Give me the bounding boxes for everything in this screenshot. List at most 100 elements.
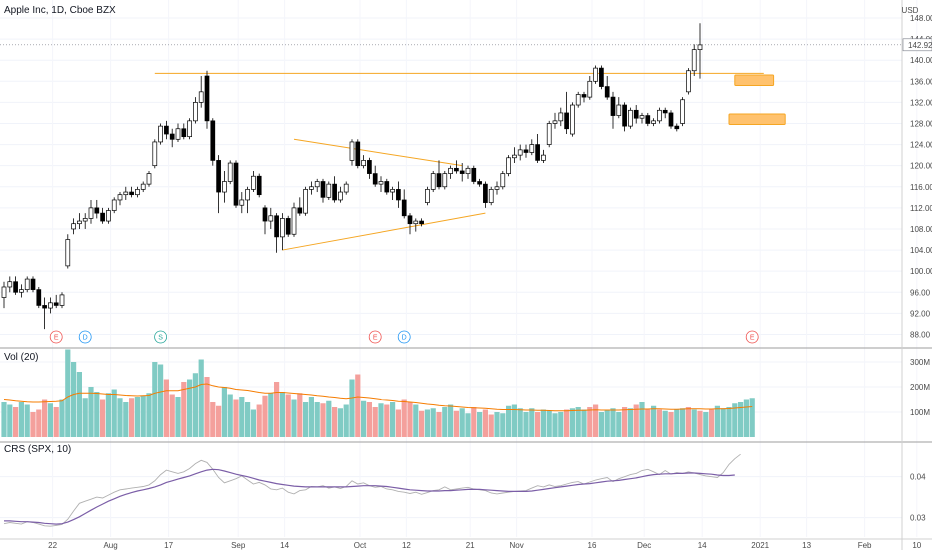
volume-bar [685,407,691,437]
volume-bar [471,407,477,437]
candle-body [19,289,24,293]
volume-bar [175,397,181,437]
volume-bar [100,399,106,437]
volume-bar [82,398,88,437]
event-marker[interactable] [49,330,63,344]
candle-body [517,149,523,156]
candle-body [53,302,59,306]
candle-body [372,173,378,185]
candle-body [477,181,482,185]
candle-body [541,154,546,161]
volume-bar [349,379,355,437]
candle-body [140,183,146,190]
volume-bar [13,407,19,437]
candle-body [30,278,36,290]
candle-body [193,102,198,122]
volume-bar [361,400,367,437]
volume-bar [285,394,291,437]
event-marker-letter: D [83,335,88,342]
event-marker[interactable] [397,330,411,344]
volume-bar [268,393,274,437]
volume-bar [726,407,732,437]
volume-bar [680,408,686,437]
candle-body [367,160,372,174]
price-tick-label: 120.00 [910,162,932,171]
candle-body [448,167,453,174]
volume-bar [221,387,227,437]
event-marker[interactable] [154,330,168,344]
price-tick-label: 96.00 [910,288,931,297]
candle-body [396,189,401,201]
volume-bar [488,414,494,437]
volume-bar [332,407,338,437]
volume-bar [152,362,158,437]
volume-bar [204,377,210,437]
volume-pane-title: Vol (20) [4,352,38,363]
volume-bar [494,412,500,437]
candle-body [535,144,540,161]
candle-body [239,199,245,206]
volume-bar [639,402,645,437]
candle-body [454,167,459,172]
volume-bar [1,402,7,437]
candle-body [210,120,216,161]
volume-bar [134,397,140,437]
candle-body [24,278,30,290]
price-tick-label: 148.00 [910,14,932,23]
volume-bar [366,402,372,437]
volume-bar [413,404,419,437]
volume-bar [297,393,303,437]
volume-bar [129,398,135,437]
price-tick-label: 104.00 [910,246,932,255]
crs-title: CRS (SPX, 10) [4,444,71,455]
candle-body [610,96,616,116]
volume-bar [674,409,680,437]
volume-bar [604,409,610,437]
candle-body [245,189,250,201]
price-tick-label: 124.00 [910,141,932,150]
volume-bar [465,413,471,437]
time-tick-label: Nov [509,541,523,550]
volume-bar [163,379,169,437]
candle-body [512,154,517,159]
candle-body [384,181,390,193]
candle-body [297,207,303,214]
candle-body [558,112,564,122]
time-tick-label: 14 [280,541,289,550]
candle-body [129,191,134,196]
last-price-tag [902,38,932,52]
volume-bar [587,407,593,437]
candle-body [59,294,65,306]
candle-body [227,162,233,182]
time-tick-label: 14 [698,541,707,550]
volume-bar [593,404,599,437]
volume-bar [581,409,587,437]
volume-bar [59,399,65,437]
event-marker[interactable] [745,330,759,344]
triangle-lower-line [282,212,486,251]
volume-bar [546,410,552,437]
candle-body [187,120,192,138]
candle-body [222,181,227,193]
event-marker[interactable] [78,330,92,344]
candle-body [575,94,581,106]
candle-body [77,220,82,225]
candle-body [581,94,587,98]
candle-body [430,173,436,190]
event-marker[interactable] [368,330,382,344]
volume-bar [506,405,512,437]
volume-bar [616,412,622,437]
crs-line [3,453,741,527]
volume-bar [7,404,13,437]
candle-body [633,109,639,119]
candle-body [570,104,575,135]
volume-bar [598,412,604,437]
volume-bar [395,409,401,437]
candle-body [668,112,674,127]
volume-bar [529,408,535,437]
candle-body [523,149,529,153]
candle-body [94,207,100,214]
volume-bar [158,364,164,437]
candle-body [564,112,569,130]
